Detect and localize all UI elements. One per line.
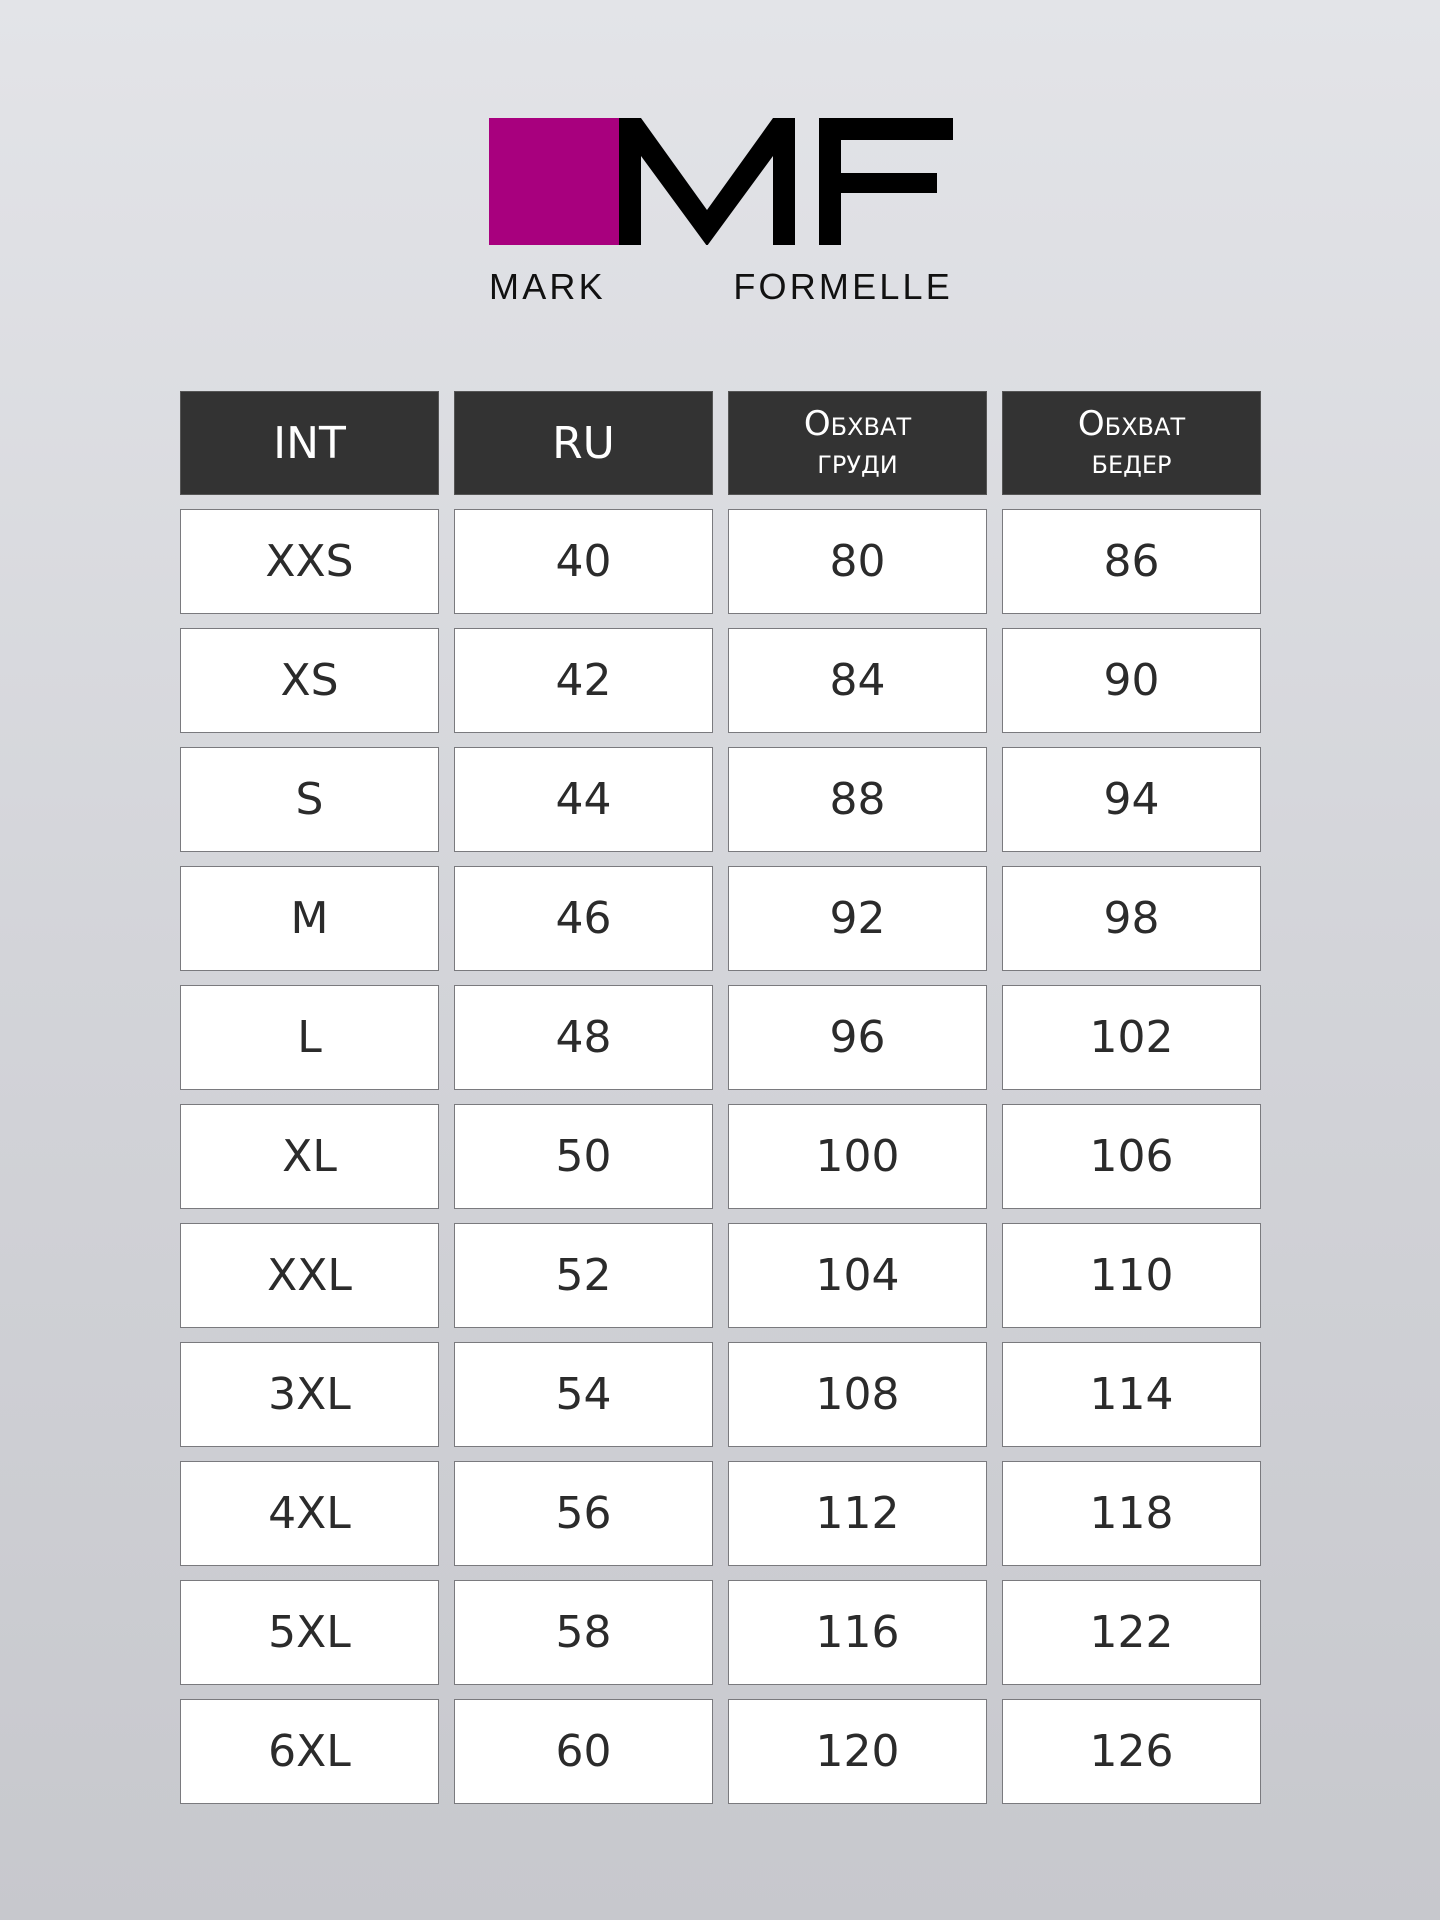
cell-ru: 56: [454, 1461, 713, 1566]
cell-hips: 114: [1002, 1342, 1261, 1447]
logo-letter-m: [619, 118, 795, 245]
cell-chest: 104: [728, 1223, 987, 1328]
cell-chest: 112: [728, 1461, 987, 1566]
cell-chest: 88: [728, 747, 987, 852]
table-row: 3XL 54 108 114: [180, 1342, 1262, 1447]
cell-ru: 60: [454, 1699, 713, 1804]
cell-chest: 108: [728, 1342, 987, 1447]
cell-chest: 96: [728, 985, 987, 1090]
logo-magenta-square: [489, 118, 619, 245]
cell-chest: 120: [728, 1699, 987, 1804]
table-row: XS 42 84 90: [180, 628, 1262, 733]
cell-hips: 98: [1002, 866, 1261, 971]
table-row: XXL 52 104 110: [180, 1223, 1262, 1328]
cell-ru: 50: [454, 1104, 713, 1209]
header-hips: Обхват бедер: [1002, 391, 1261, 495]
cell-ru: 58: [454, 1580, 713, 1685]
cell-int: 5XL: [180, 1580, 439, 1685]
cell-int: L: [180, 985, 439, 1090]
cell-int: S: [180, 747, 439, 852]
cell-hips: 126: [1002, 1699, 1261, 1804]
cell-ru: 52: [454, 1223, 713, 1328]
cell-hips: 118: [1002, 1461, 1261, 1566]
header-label: Обхват: [803, 404, 912, 444]
cell-ru: 48: [454, 985, 713, 1090]
size-table: INT RU Обхват груди Обхват бедер XXS 40 80 86…: [180, 391, 1262, 1818]
cell-chest: 80: [728, 509, 987, 614]
cell-hips: 86: [1002, 509, 1261, 614]
brand-logo: [489, 118, 953, 245]
table-header-row: INT RU Обхват груди Обхват бедер: [180, 391, 1262, 495]
cell-chest: 92: [728, 866, 987, 971]
brand-name: MARK FORMELLE: [489, 266, 953, 307]
cell-int: XS: [180, 628, 439, 733]
table-row: S 44 88 94: [180, 747, 1262, 852]
logo-letter-f: [819, 118, 953, 245]
cell-int: XXS: [180, 509, 439, 614]
cell-int: M: [180, 866, 439, 971]
header-label: RU: [552, 417, 615, 469]
cell-hips: 122: [1002, 1580, 1261, 1685]
cell-hips: 106: [1002, 1104, 1261, 1209]
cell-hips: 102: [1002, 985, 1261, 1090]
cell-chest: 100: [728, 1104, 987, 1209]
header-ru: RU: [454, 391, 713, 495]
cell-int: 4XL: [180, 1461, 439, 1566]
cell-chest: 116: [728, 1580, 987, 1685]
table-row: M 46 92 98: [180, 866, 1262, 971]
cell-ru: 40: [454, 509, 713, 614]
table-row: L 48 96 102: [180, 985, 1262, 1090]
cell-ru: 42: [454, 628, 713, 733]
header-label: груди: [817, 442, 898, 482]
cell-int: 6XL: [180, 1699, 439, 1804]
header-label: бедер: [1091, 442, 1172, 482]
cell-int: XL: [180, 1104, 439, 1209]
cell-hips: 94: [1002, 747, 1261, 852]
cell-ru: 44: [454, 747, 713, 852]
table-row: 4XL 56 112 118: [180, 1461, 1262, 1566]
header-label: Обхват: [1077, 404, 1186, 444]
cell-ru: 46: [454, 866, 713, 971]
header-int: INT: [180, 391, 439, 495]
table-row: XXS 40 80 86: [180, 509, 1262, 614]
cell-hips: 90: [1002, 628, 1261, 733]
cell-int: 3XL: [180, 1342, 439, 1447]
cell-hips: 110: [1002, 1223, 1261, 1328]
cell-ru: 54: [454, 1342, 713, 1447]
cell-chest: 84: [728, 628, 987, 733]
cell-int: XXL: [180, 1223, 439, 1328]
table-row: XL 50 100 106: [180, 1104, 1262, 1209]
header-chest: Обхват груди: [728, 391, 987, 495]
table-row: 6XL 60 120 126: [180, 1699, 1262, 1804]
header-label: INT: [273, 417, 346, 469]
table-row: 5XL 58 116 122: [180, 1580, 1262, 1685]
